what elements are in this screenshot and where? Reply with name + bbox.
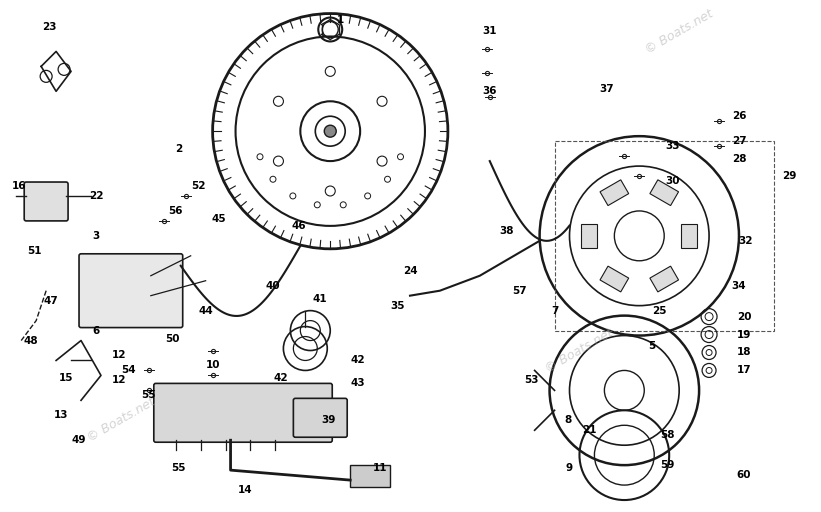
- Text: 25: 25: [652, 306, 667, 315]
- Text: 51: 51: [27, 246, 41, 256]
- Text: 44: 44: [198, 306, 213, 315]
- Text: 32: 32: [739, 236, 753, 246]
- Text: 40: 40: [265, 281, 280, 291]
- Text: 7: 7: [551, 306, 558, 315]
- Text: 43: 43: [351, 378, 365, 389]
- Text: 6: 6: [92, 326, 99, 335]
- Text: 42: 42: [273, 373, 287, 383]
- Text: © Boats.net: © Boats.net: [85, 396, 157, 445]
- Text: 19: 19: [736, 330, 751, 339]
- Text: 10: 10: [205, 360, 220, 371]
- Text: 36: 36: [483, 87, 497, 96]
- Text: 9: 9: [566, 463, 573, 473]
- Bar: [600, 180, 629, 206]
- Text: 45: 45: [211, 214, 226, 224]
- Text: 35: 35: [391, 301, 406, 311]
- Text: 2: 2: [175, 144, 182, 154]
- Text: 16: 16: [12, 181, 26, 191]
- Text: 8: 8: [564, 415, 571, 425]
- Text: 60: 60: [736, 470, 751, 480]
- Text: 42: 42: [351, 355, 365, 366]
- Bar: [600, 266, 629, 292]
- Text: 26: 26: [732, 111, 746, 121]
- Circle shape: [324, 125, 337, 137]
- Text: 15: 15: [59, 373, 73, 383]
- Bar: [554, 141, 774, 331]
- Text: 55: 55: [141, 390, 156, 400]
- Bar: [650, 266, 678, 292]
- Text: 56: 56: [168, 206, 183, 216]
- Text: 24: 24: [402, 266, 417, 276]
- Text: 37: 37: [599, 84, 614, 94]
- FancyBboxPatch shape: [154, 383, 333, 442]
- Text: 57: 57: [512, 286, 527, 296]
- Text: 21: 21: [582, 425, 597, 435]
- Text: 52: 52: [191, 181, 206, 191]
- FancyBboxPatch shape: [24, 182, 68, 221]
- Text: 34: 34: [732, 281, 746, 291]
- Text: 39: 39: [321, 415, 336, 425]
- Text: 48: 48: [24, 335, 39, 346]
- Text: 12: 12: [112, 351, 126, 360]
- FancyBboxPatch shape: [79, 254, 183, 328]
- Text: 49: 49: [71, 435, 86, 445]
- Text: 22: 22: [89, 191, 103, 201]
- Text: 12: 12: [112, 375, 126, 386]
- Text: 23: 23: [42, 22, 57, 32]
- Text: 58: 58: [660, 430, 674, 440]
- Text: © Boats.net: © Boats.net: [643, 7, 715, 56]
- Bar: [650, 180, 678, 206]
- Text: 3: 3: [92, 231, 99, 241]
- Text: 31: 31: [483, 27, 497, 36]
- Text: 55: 55: [172, 463, 186, 473]
- Text: 17: 17: [736, 366, 751, 375]
- Text: 54: 54: [122, 366, 136, 375]
- Text: 38: 38: [499, 226, 514, 236]
- Text: 29: 29: [782, 171, 796, 181]
- Text: 47: 47: [44, 295, 58, 306]
- Text: 20: 20: [736, 312, 751, 322]
- Bar: [681, 224, 697, 248]
- FancyBboxPatch shape: [293, 398, 347, 437]
- Text: 33: 33: [665, 141, 680, 151]
- Text: 27: 27: [732, 136, 746, 146]
- Text: 46: 46: [291, 221, 305, 231]
- Bar: [351, 465, 390, 487]
- Text: 59: 59: [660, 460, 674, 470]
- Bar: [581, 224, 598, 248]
- Text: 14: 14: [238, 485, 253, 495]
- Text: 50: 50: [166, 333, 180, 344]
- Text: 1: 1: [337, 14, 344, 25]
- Text: 53: 53: [525, 375, 539, 386]
- Text: 28: 28: [732, 154, 746, 164]
- Text: 41: 41: [313, 294, 328, 304]
- Text: 13: 13: [54, 410, 68, 420]
- Text: 11: 11: [373, 463, 388, 473]
- Text: 18: 18: [736, 348, 751, 357]
- Text: © Boats.net: © Boats.net: [544, 326, 616, 375]
- Text: 30: 30: [665, 176, 680, 186]
- Text: 5: 5: [649, 340, 656, 351]
